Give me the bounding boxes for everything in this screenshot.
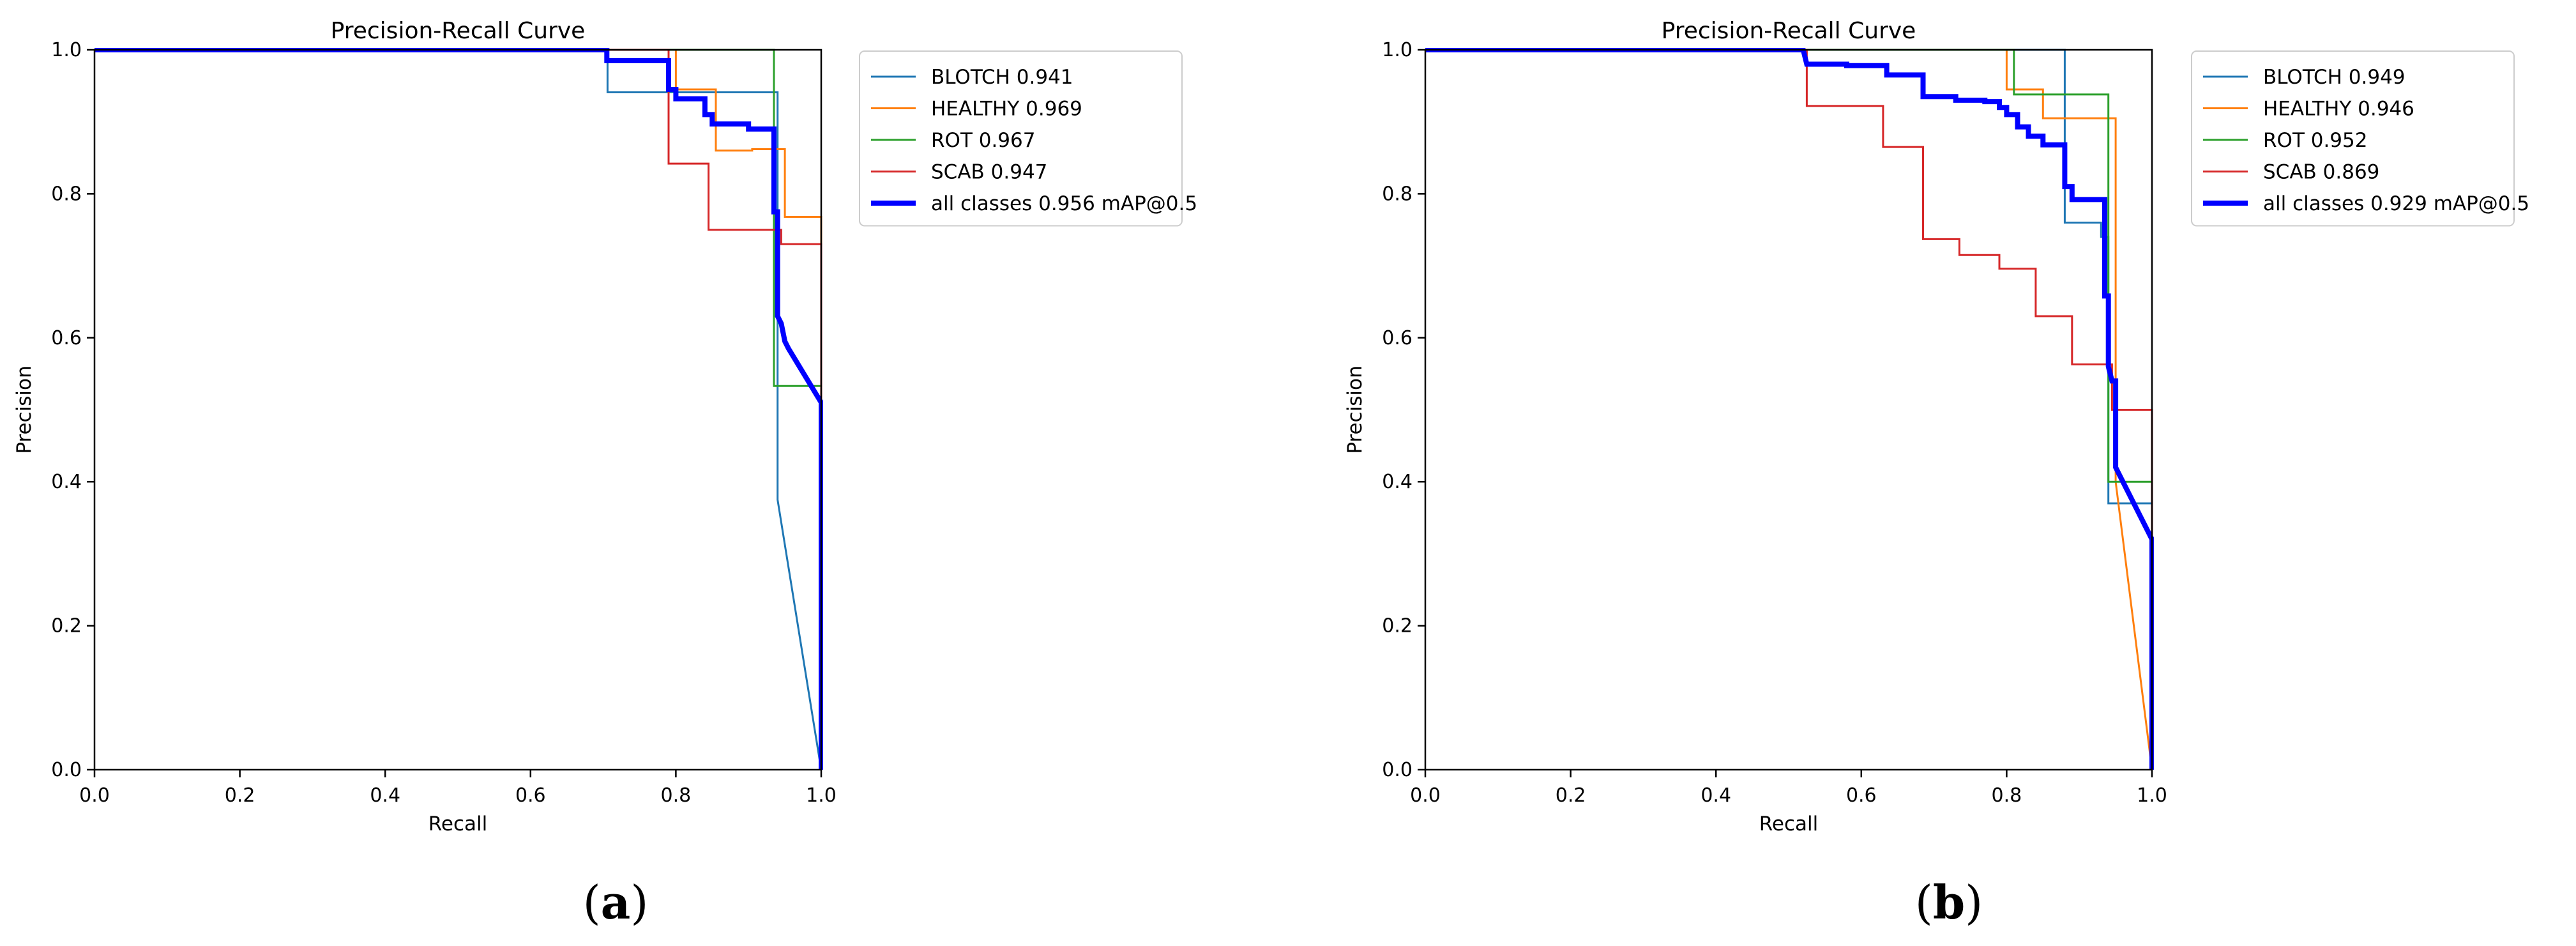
legend-entry: BLOTCH 0.949 bbox=[2263, 66, 2406, 89]
series-line-healthy bbox=[95, 49, 822, 388]
series-line-rot bbox=[95, 49, 822, 770]
y-tick-label: 0.8 bbox=[1382, 183, 1413, 205]
y-tick-label: 0.4 bbox=[1382, 471, 1413, 493]
x-tick-label: 0.0 bbox=[79, 784, 110, 807]
x-tick-label: 0.6 bbox=[515, 784, 546, 807]
x-axis-label: Recall bbox=[1759, 812, 1819, 835]
chart-title: Precision-Recall Curve bbox=[331, 18, 586, 44]
legend-box bbox=[2191, 50, 2515, 227]
x-tick-label: 0.8 bbox=[1992, 784, 2022, 807]
y-tick-label: 0.0 bbox=[51, 759, 82, 781]
chart-title: Precision-Recall Curve bbox=[1662, 18, 1916, 44]
y-tick-label: 0.8 bbox=[51, 183, 82, 205]
y-tick-label: 1.0 bbox=[1382, 39, 1413, 61]
y-tick-label: 0.4 bbox=[51, 471, 82, 493]
x-tick-label: 0.0 bbox=[1410, 784, 1441, 807]
series-line-scab bbox=[95, 49, 822, 770]
plot-frame bbox=[1424, 49, 2153, 771]
series-group bbox=[1425, 48, 2154, 770]
panel-label: (a) bbox=[583, 875, 649, 929]
x-axis-label: Recall bbox=[428, 812, 488, 835]
x-tick-label: 0.6 bbox=[1846, 784, 1877, 807]
series-group bbox=[95, 48, 823, 770]
series-line-all bbox=[1425, 48, 2154, 770]
series-line-rot bbox=[1425, 49, 2153, 770]
series-line-all bbox=[95, 48, 823, 770]
legend-entry: HEALTHY 0.946 bbox=[2263, 98, 2414, 121]
x-tick-label: 0.4 bbox=[1701, 784, 1731, 807]
legend-entry: all classes 0.929 mAP@0.5 bbox=[2263, 192, 2529, 215]
x-tick-label: 0.2 bbox=[225, 784, 255, 807]
plot-frame bbox=[93, 49, 822, 771]
legend-entry: ROT 0.967 bbox=[931, 129, 1035, 152]
legend: BLOTCH 0.949 HEALTHY 0.946 ROT 0.952 SCAB 0… bbox=[2191, 50, 2529, 227]
x-tick-label: 0.8 bbox=[661, 784, 692, 807]
y-axis-label: Precision bbox=[13, 365, 36, 454]
x-tick-label: 1.0 bbox=[806, 784, 837, 807]
y-tick-label: 0.0 bbox=[1382, 759, 1413, 781]
y-tick-label: 0.2 bbox=[1382, 615, 1413, 637]
series-line-blotch bbox=[95, 49, 822, 770]
x-tick-label: 0.2 bbox=[1556, 784, 1586, 807]
panel-label: (b) bbox=[1915, 875, 1983, 929]
x-tick-label: 1.0 bbox=[2137, 784, 2167, 807]
y-tick-label: 0.6 bbox=[1382, 327, 1413, 349]
series-line-scab bbox=[1425, 49, 2153, 770]
legend-entry: ROT 0.952 bbox=[2263, 129, 2367, 152]
chart-panel-b: 0.0 0.2 0.4 0.6 0.8 1.0 0.0 0.2 0.4 0.6 0.8 1.0 Prec… bbox=[1344, 18, 2529, 929]
legend-entry: all classes 0.956 mAP@0.5 bbox=[931, 192, 1197, 215]
legend-box bbox=[859, 50, 1183, 227]
y-tick-label: 0.6 bbox=[51, 327, 82, 349]
legend-entry: BLOTCH 0.941 bbox=[931, 66, 1073, 89]
y-axis-label: Precision bbox=[1344, 365, 1367, 454]
y-tick-label: 0.2 bbox=[51, 615, 82, 637]
series-line-healthy bbox=[1425, 49, 2153, 770]
legend-entry: SCAB 0.869 bbox=[2263, 161, 2379, 184]
chart-panel-a: 0.0 0.2 0.4 0.6 0.8 1.0 0.0 0.2 0.4 0.6 0.8 1.0 Prec… bbox=[13, 18, 1197, 929]
legend-entry: HEALTHY 0.969 bbox=[931, 98, 1082, 121]
series-line-blotch bbox=[1425, 49, 2153, 770]
y-tick-label: 1.0 bbox=[51, 39, 82, 61]
legend-entry: SCAB 0.947 bbox=[931, 161, 1047, 184]
legend: BLOTCH 0.941 HEALTHY 0.969 ROT 0.967 SCAB 0… bbox=[859, 50, 1197, 227]
x-tick-label: 0.4 bbox=[370, 784, 400, 807]
